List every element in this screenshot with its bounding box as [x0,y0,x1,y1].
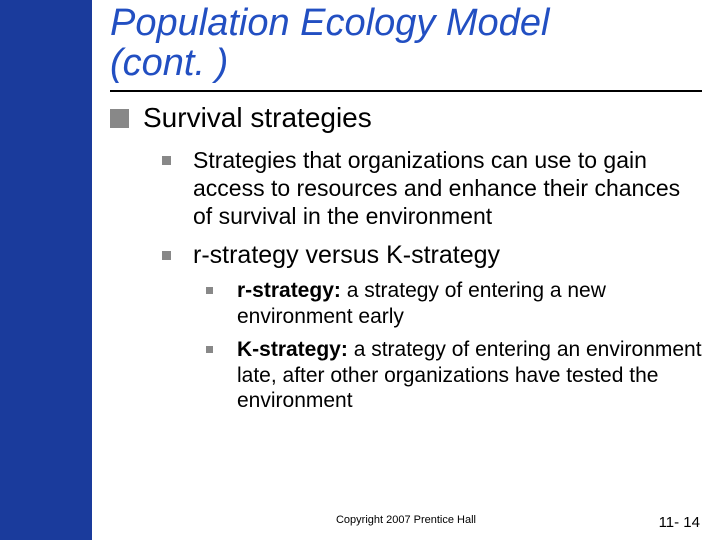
page-number: 11- 14 [659,514,700,531]
bullet-l3b-text: K-strategy: a strategy of entering an en… [237,337,702,414]
title-line-2: (cont. ) [110,42,228,84]
bullet-level-2: r-strategy versus K-strategy [162,240,702,270]
square-bullet-icon [162,156,171,165]
slide-footer: Copyright 2007 Prentice Hall 11- 14 [92,514,720,532]
bullet-l1-text: Survival strategies [143,102,372,134]
copyright-text: Copyright 2007 Prentice Hall [336,514,476,526]
slide-content: Population Ecology Model (cont. ) Surviv… [92,0,720,540]
slide-title: Population Ecology Model (cont. ) [110,0,702,92]
bullet-level-2: Strategies that organizations can use to… [162,146,702,230]
bullet-l2b-text: r-strategy versus K-strategy [193,240,500,270]
bullet-level-3: K-strategy: a strategy of entering an en… [206,337,702,414]
square-bullet-icon [206,287,213,294]
sidebar-accent [0,0,92,540]
bullet-l3a-text: r-strategy: a strategy of entering a new… [237,278,702,329]
square-bullet-icon [110,109,129,128]
square-bullet-icon [162,251,171,260]
bold-term: r-strategy: [237,279,341,302]
bullet-level-3: r-strategy: a strategy of entering a new… [206,278,702,329]
title-line-1: Population Ecology Model [110,2,549,44]
bold-term: K-strategy: [237,338,348,361]
bullet-level-1: Survival strategies [110,102,702,134]
bullet-l2a-text: Strategies that organizations can use to… [193,146,702,230]
square-bullet-icon [206,346,213,353]
